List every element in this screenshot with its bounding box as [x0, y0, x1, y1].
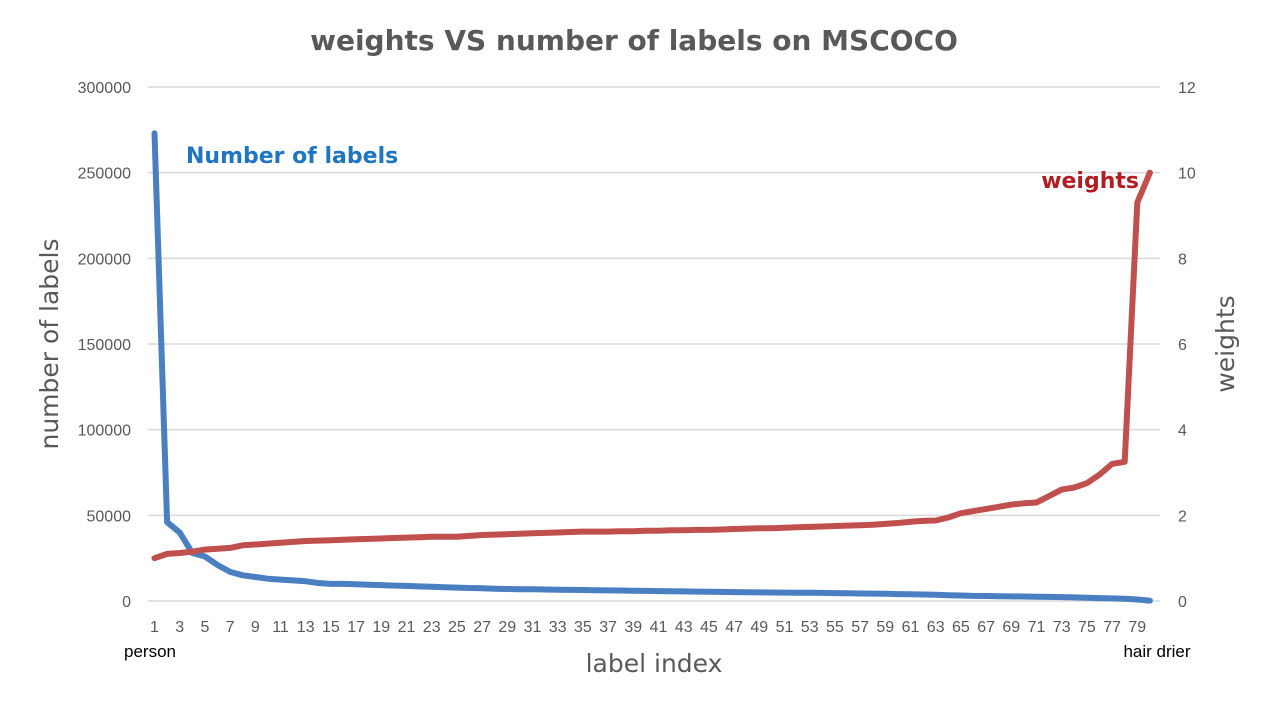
x-tick-label: 47 [725, 619, 743, 636]
y2-tick-label: 2 [1178, 508, 1187, 525]
x-tick-label: 1 [150, 619, 159, 636]
y2-tick-label: 12 [1178, 80, 1196, 97]
x-start-label: person [124, 642, 176, 661]
x-tick-label: 5 [200, 619, 209, 636]
x-tick-label: 9 [251, 619, 260, 636]
left-axis-ticks: 0 50000 100000 150000 200000 250000 300000 [78, 80, 131, 611]
x-tick-label: 19 [372, 619, 390, 636]
x-tick-label: 23 [423, 619, 441, 636]
y-tick-label: 50000 [87, 508, 132, 525]
x-tick-label: 77 [1103, 619, 1121, 636]
series-label-weights: weights [1041, 169, 1139, 194]
x-tick-label: 3 [175, 619, 184, 636]
x-tick-label: 29 [498, 619, 516, 636]
x-tick-label: 79 [1128, 619, 1146, 636]
x-tick-label: 11 [272, 619, 289, 636]
y-axis-title: number of labels [35, 238, 64, 449]
series-lines [151, 130, 1153, 604]
y-tick-label: 100000 [78, 423, 131, 440]
x-tick-label: 49 [750, 619, 768, 636]
series-label-number-of-labels: Number of labels [186, 144, 398, 169]
x-tick-label: 43 [675, 619, 693, 636]
x-tick-label: 27 [473, 619, 491, 636]
x-tick-label: 65 [952, 619, 970, 636]
y-tick-label: 0 [122, 594, 131, 611]
x-tick-label: 51 [776, 619, 794, 636]
x-tick-label: 69 [1002, 619, 1020, 636]
gridlines [148, 86, 1160, 602]
x-tick-label: 31 [524, 619, 542, 636]
x-tick-label: 41 [650, 619, 668, 636]
series-line-weights [151, 169, 1153, 562]
x-tick-label: 73 [1053, 619, 1071, 636]
x-axis-title: label index [586, 649, 723, 678]
y2-tick-label: 8 [1178, 251, 1187, 268]
right-axis-ticks: 0 2 4 6 8 10 12 [1178, 80, 1196, 611]
chart-title: weights VS number of labels on MSCOCO [310, 24, 958, 57]
x-tick-label: 21 [398, 619, 416, 636]
x-tick-label: 63 [927, 619, 945, 636]
x-tick-label: 15 [322, 619, 340, 636]
x-tick-label: 35 [574, 619, 592, 636]
x-tick-label: 33 [549, 619, 567, 636]
x-tick-label: 25 [448, 619, 466, 636]
x-end-label: hair drier [1123, 642, 1190, 661]
x-axis-ticks: 1 3 5 7 9 11 13 15 17 19 21 23 25 27 29 31 33 35 37 39 41 43 4… [150, 619, 1146, 636]
y2-tick-label: 4 [1178, 423, 1187, 440]
x-tick-label: 53 [801, 619, 819, 636]
x-tick-label: 55 [826, 619, 844, 636]
x-tick-label: 61 [902, 619, 920, 636]
y-tick-label: 300000 [78, 80, 131, 97]
x-tick-label: 45 [700, 619, 718, 636]
x-tick-label: 71 [1028, 619, 1046, 636]
x-tick-label: 37 [599, 619, 617, 636]
y2-tick-label: 0 [1178, 594, 1187, 611]
y-tick-label: 150000 [78, 337, 131, 354]
x-tick-label: 7 [226, 619, 235, 636]
x-tick-label: 57 [851, 619, 869, 636]
x-tick-label: 75 [1078, 619, 1096, 636]
x-tick-label: 59 [876, 619, 894, 636]
y2-tick-label: 6 [1178, 337, 1187, 354]
y-tick-label: 250000 [78, 166, 131, 183]
x-tick-label: 17 [347, 619, 365, 636]
x-tick-label: 39 [624, 619, 642, 636]
y2-tick-label: 10 [1178, 166, 1196, 183]
x-tick-label: 67 [977, 619, 995, 636]
y-tick-label: 200000 [78, 251, 131, 268]
x-tick-label: 13 [297, 619, 315, 636]
series-line-number-of-labels [151, 130, 1153, 604]
y2-axis-title: weights [1211, 295, 1240, 392]
